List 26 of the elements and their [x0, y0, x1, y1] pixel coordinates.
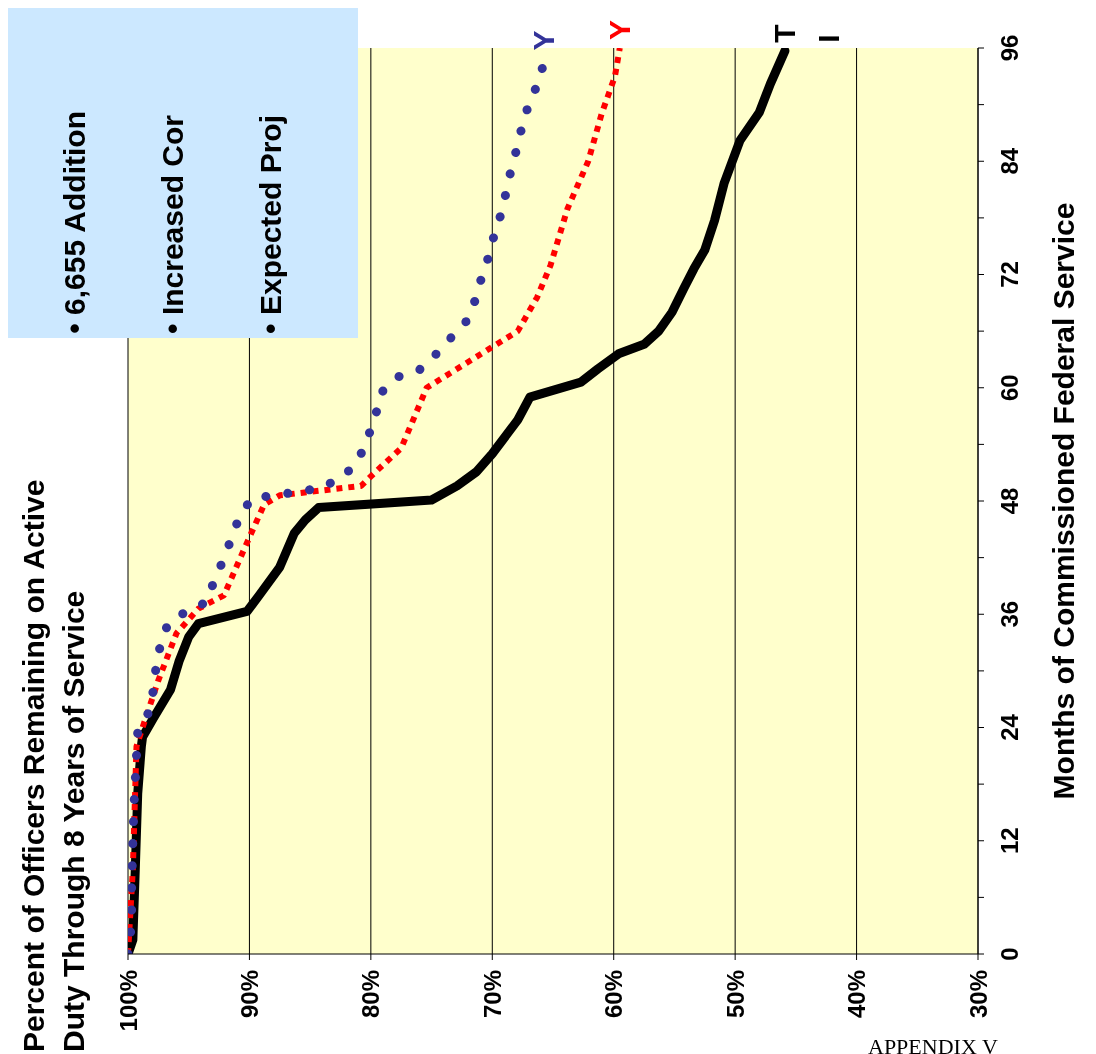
annotation: • Increased Cor	[156, 115, 190, 334]
text: Y	[527, 30, 561, 51]
x-tick-label: 30%	[964, 970, 992, 1019]
y-tick-label: 96	[996, 34, 1023, 62]
x-tick-label: 90%	[235, 970, 263, 1019]
x-tick-label: 60%	[600, 970, 628, 1019]
y-tick-label: 0	[996, 947, 1023, 961]
note-panel: • 6,655 Addition • Increased Cor • Expected Proj	[8, 8, 358, 338]
y-axis-title: Months of Commissioned Federal Service	[1047, 202, 1080, 800]
text: Percent of Officers Remaining on Active Duty Through 8 Years of Service	[16, 478, 91, 1052]
y-tick-label: 12	[996, 827, 1023, 855]
y-tick-label: 36	[996, 600, 1023, 628]
x-tick-label: 80%	[357, 970, 385, 1019]
x-tick-label: 70%	[478, 970, 506, 1019]
text: APPENDIX V	[868, 1034, 998, 1054]
y-tick-label: 84	[996, 147, 1023, 175]
annotation: • Expected Proj	[254, 115, 288, 334]
y-tick-label: 24	[996, 713, 1023, 741]
x-tick-label: 100%	[114, 970, 142, 1032]
y-tick-label: 60	[996, 374, 1023, 402]
text: T I	[767, 24, 845, 43]
y-tick-label: 72	[996, 261, 1023, 288]
y-tick-label: 48	[996, 487, 1023, 515]
text: Y	[602, 19, 636, 40]
x-tick-label: 40%	[843, 970, 871, 1019]
x-tick-label: 50%	[721, 970, 749, 1019]
